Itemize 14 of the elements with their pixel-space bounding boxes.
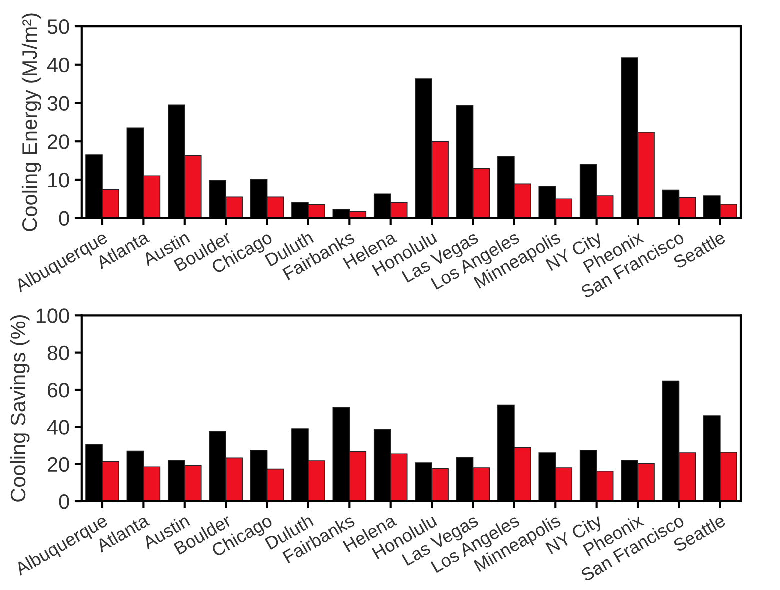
y-tick-label: 80: [48, 346, 70, 361]
y-tick-label: 30: [48, 96, 70, 112]
y-tick-label: 0: [59, 211, 70, 226]
y-tick-label: 0: [59, 494, 70, 510]
y-tick-label: 50: [48, 20, 70, 34]
y-tick-label: 20: [48, 457, 70, 472]
y-axis-title: Cooling Savings (%): [10, 315, 30, 502]
y-axis-title: Cooling Energy (MJ/m²): [22, 14, 42, 232]
y-tick-label: 40: [47, 58, 70, 73]
y-tick-label: 40: [47, 420, 70, 435]
y-tick-label: 100: [36, 308, 70, 324]
y-tick-label: 60: [48, 382, 70, 398]
y-tick-label: 10: [48, 172, 70, 188]
y-tick-label: 20: [48, 134, 70, 150]
